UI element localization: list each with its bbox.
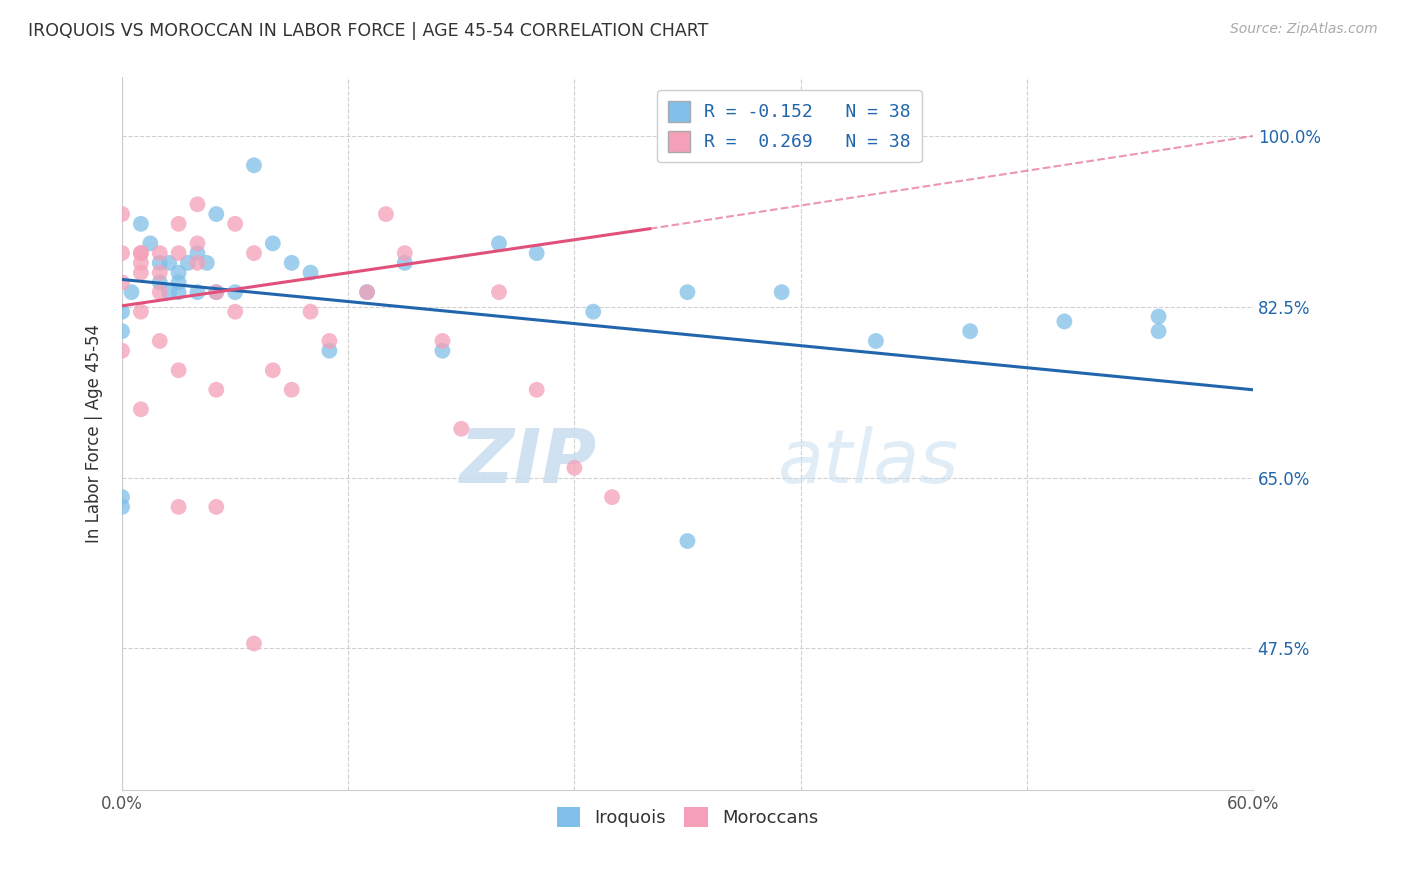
Point [1147, 310, 1170, 324]
Point [186, 197, 208, 211]
Point [205, 500, 228, 514]
Legend: Iroquois, Moroccans: Iroquois, Moroccans [550, 800, 825, 834]
Point [111, 490, 134, 504]
Point [167, 285, 190, 300]
Point [149, 285, 172, 300]
Point [195, 256, 218, 270]
Point [488, 285, 510, 300]
Point [318, 334, 340, 348]
Text: atlas: atlas [778, 426, 959, 498]
Point [205, 285, 228, 300]
Point [205, 383, 228, 397]
Text: IROQUOIS VS MOROCCAN IN LABOR FORCE | AGE 45-54 CORRELATION CHART: IROQUOIS VS MOROCCAN IN LABOR FORCE | AG… [28, 22, 709, 40]
Point [224, 217, 246, 231]
Point [526, 383, 548, 397]
Point [394, 256, 416, 270]
Point [139, 236, 162, 251]
Point [111, 246, 134, 260]
Point [129, 256, 152, 270]
Point [111, 324, 134, 338]
Point [167, 266, 190, 280]
Point [676, 534, 699, 549]
Point [157, 256, 180, 270]
Point [394, 246, 416, 260]
Point [167, 276, 190, 290]
Point [149, 266, 172, 280]
Point [243, 158, 266, 172]
Point [177, 256, 200, 270]
Text: Source: ZipAtlas.com: Source: ZipAtlas.com [1230, 22, 1378, 37]
Point [129, 304, 152, 318]
Point [129, 402, 152, 417]
Point [243, 246, 266, 260]
Point [186, 246, 208, 260]
Text: ZIP: ZIP [460, 425, 598, 499]
Point [205, 285, 228, 300]
Point [167, 500, 190, 514]
Point [129, 217, 152, 231]
Point [111, 276, 134, 290]
Point [432, 343, 454, 358]
Point [1053, 314, 1076, 328]
Point [600, 490, 623, 504]
Point [149, 334, 172, 348]
Point [111, 343, 134, 358]
Point [111, 304, 134, 318]
Point [564, 460, 586, 475]
Point [280, 383, 302, 397]
Point [262, 236, 284, 251]
Point [167, 363, 190, 377]
Point [450, 422, 472, 436]
Point [374, 207, 396, 221]
Point [299, 304, 322, 318]
Point [526, 246, 548, 260]
Point [299, 266, 322, 280]
Point [959, 324, 981, 338]
Y-axis label: In Labor Force | Age 45-54: In Labor Force | Age 45-54 [86, 324, 103, 543]
Point [262, 363, 284, 377]
Point [157, 285, 180, 300]
Point [111, 500, 134, 514]
Point [676, 285, 699, 300]
Point [167, 217, 190, 231]
Point [432, 334, 454, 348]
Point [186, 256, 208, 270]
Point [167, 246, 190, 260]
Point [865, 334, 887, 348]
Point [149, 246, 172, 260]
Point [186, 236, 208, 251]
Point [318, 343, 340, 358]
Point [356, 285, 378, 300]
Point [243, 636, 266, 650]
Point [121, 285, 143, 300]
Point [129, 266, 152, 280]
Point [205, 207, 228, 221]
Point [1147, 324, 1170, 338]
Point [224, 285, 246, 300]
Point [224, 304, 246, 318]
Point [186, 285, 208, 300]
Point [111, 207, 134, 221]
Point [488, 236, 510, 251]
Point [149, 256, 172, 270]
Point [149, 276, 172, 290]
Point [356, 285, 378, 300]
Point [582, 304, 605, 318]
Point [129, 246, 152, 260]
Point [129, 246, 152, 260]
Point [280, 256, 302, 270]
Point [770, 285, 793, 300]
